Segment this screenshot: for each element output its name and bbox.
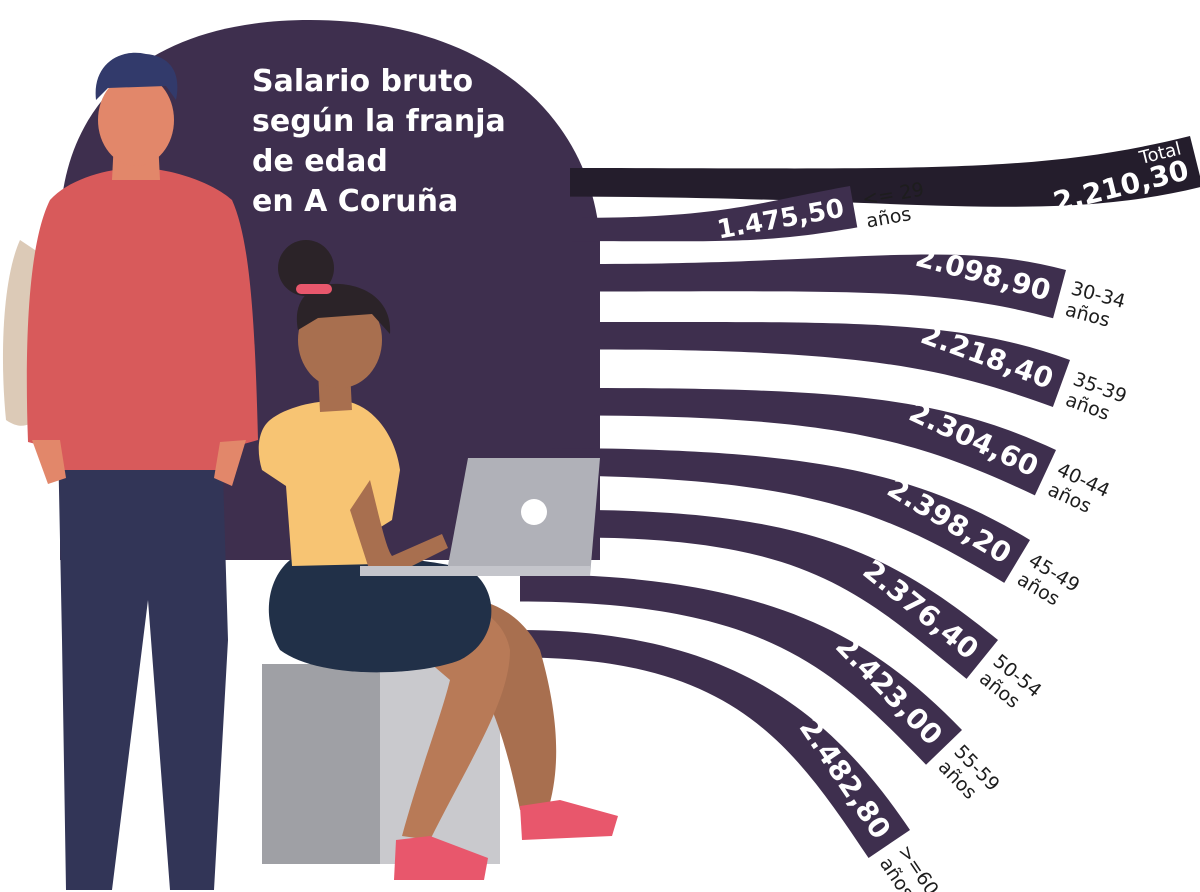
woman-front-leg [380,603,510,840]
woman-shoe-back [520,800,618,840]
woman-skirt [268,555,492,673]
band-total [570,136,1200,207]
category-label-1: <= 29años [861,178,930,232]
title-line-3: de edad [252,144,388,179]
category-label-4: 40-44años [1044,459,1113,522]
seated-woman-illustration [258,240,618,880]
woman-hair [296,283,391,334]
laptop-illustration [360,458,600,576]
laptop-logo [521,499,547,525]
band-3 [592,321,1070,407]
woman-shoe-front [394,836,488,880]
title-line-2: según la franja [252,104,506,139]
value-label-6: 2.376,40 [857,553,985,666]
band-6 [576,510,998,679]
category-label-5: 45-49años [1013,549,1083,615]
man-left-hand [32,440,66,484]
woman-arm [350,480,448,576]
category-label-7: 55-59años [934,741,1004,811]
band-1 [572,186,858,242]
man-hair [95,52,178,100]
category-label-8: >=60años [875,841,943,892]
standing-man-illustration [2,52,259,890]
title-line-1: Salario bruto [252,64,474,99]
man-head [98,74,174,166]
category-label-2: 30-34años [1063,277,1128,334]
value-label-8: 2.482,80 [793,712,898,845]
man-legs [58,440,228,890]
man-sweater [26,168,259,470]
band-4 [576,388,1056,496]
cube-front-left [262,664,382,864]
woman-hair-bun [278,240,334,296]
category-label-3: 35-39años [1063,368,1130,428]
title-line-4: en A Coruña [252,184,459,219]
laptop-base [360,566,590,576]
man-right-hand [214,440,246,486]
category-label-6: 50-54años [975,650,1046,719]
band-2 [594,254,1066,319]
woman-hair-band [296,284,332,294]
band-8 [520,630,910,858]
band-7 [520,574,962,765]
